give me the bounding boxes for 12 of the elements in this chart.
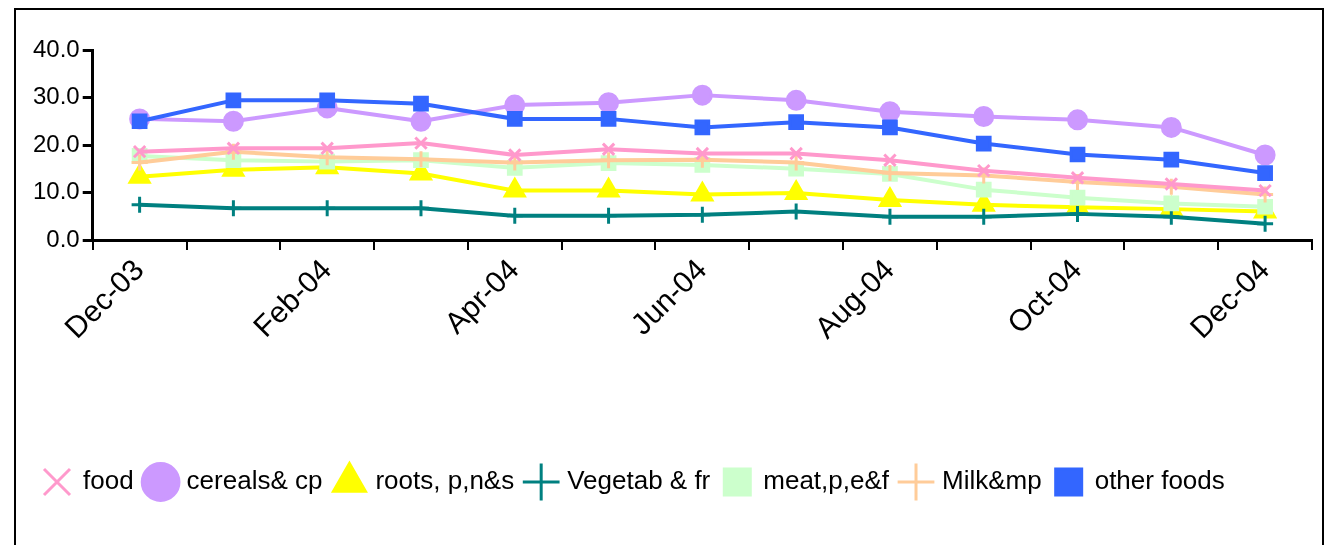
y-tick-label: 10.0 [32, 177, 80, 205]
legend-label: Milk&mp [942, 465, 1042, 496]
legend-label: cereals& cp [186, 465, 323, 496]
legend-label: other foods [1094, 465, 1225, 496]
y-tick-label: 40.0 [32, 34, 80, 62]
legend-label: meat,p,e&f [763, 465, 890, 496]
legend-label: food [83, 465, 134, 496]
y-tick-label: 0.0 [46, 224, 80, 252]
legend-label: Vegetab & fr [567, 465, 711, 496]
legend-label: roots, p,n&s [375, 465, 515, 496]
y-tick-label: 20.0 [32, 129, 80, 157]
y-tick-label: 30.0 [32, 82, 80, 110]
